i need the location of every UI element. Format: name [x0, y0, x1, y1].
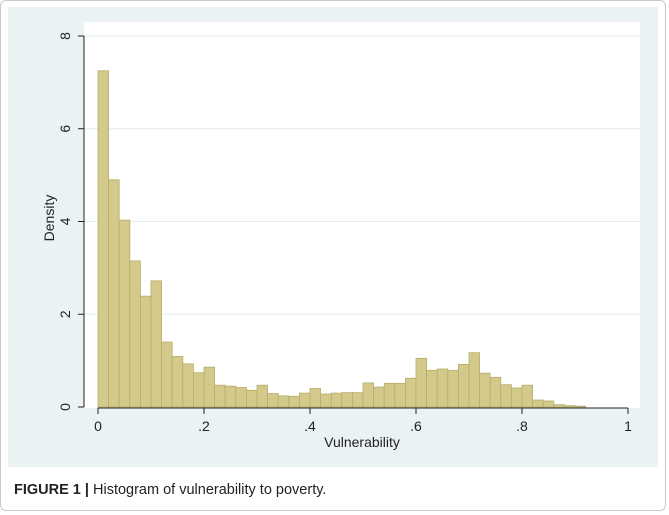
figure-caption-text: Histogram of vulnerability to poverty. — [88, 482, 327, 498]
histogram-bar — [394, 382, 406, 408]
histogram-bar — [404, 377, 417, 408]
histogram-bar — [489, 376, 502, 408]
histogram-bar — [150, 280, 163, 408]
histogram-bar — [447, 369, 459, 408]
x-tick-label: 1 — [624, 418, 632, 434]
histogram-bar — [267, 393, 279, 408]
histogram-bar — [108, 179, 120, 408]
histogram-bar — [415, 357, 428, 408]
histogram-bar — [330, 392, 343, 408]
plot-area — [84, 22, 640, 408]
histogram-bar — [129, 260, 141, 408]
histogram-bar — [468, 352, 481, 408]
histogram-bar — [383, 382, 396, 408]
histogram-bar — [553, 404, 565, 408]
histogram-bar — [288, 395, 300, 408]
histogram-bar — [479, 372, 491, 408]
histogram-bar — [97, 70, 110, 408]
histogram-bar — [341, 392, 353, 408]
histogram-bar — [161, 341, 173, 408]
x-tick-label: .8 — [516, 418, 528, 434]
histogram-bar — [203, 366, 216, 408]
histogram-bar — [510, 387, 523, 408]
histogram-bar — [457, 363, 470, 408]
x-tick-label: .4 — [304, 418, 316, 434]
histogram-bar — [277, 395, 290, 408]
y-tick-label: 8 — [57, 32, 73, 40]
histogram-bar — [320, 393, 332, 408]
histogram-bar — [235, 387, 247, 408]
y-tick-label: 0 — [57, 403, 73, 411]
histogram-bar — [182, 363, 194, 408]
histogram-bars — [97, 70, 587, 408]
histogram-bar — [574, 405, 587, 408]
y-axis: 0 2 4 6 8 — [57, 32, 85, 411]
x-axis-label: Vulnerability — [324, 434, 400, 450]
histogram-bar — [542, 400, 555, 408]
x-axis: 0 .2 .4 .6 .8 1 — [94, 407, 632, 434]
histogram-bar — [214, 384, 226, 408]
histogram-bar — [118, 219, 131, 408]
histogram-bar — [362, 382, 375, 408]
histogram-bar — [564, 405, 576, 408]
figure-caption: FIGURE 1 | Histogram of vulnerability to… — [14, 482, 326, 498]
x-tick-label: .6 — [410, 418, 422, 434]
y-tick-label: 4 — [57, 217, 73, 225]
histogram-bar — [245, 389, 258, 408]
grid-lines — [84, 35, 640, 315]
y-tick-label: 6 — [57, 125, 73, 133]
histogram-bar — [171, 356, 184, 408]
y-tick-label: 2 — [57, 310, 73, 318]
figure-caption-label: FIGURE 1 | — [14, 482, 89, 498]
histogram-bar — [139, 295, 152, 408]
histogram-bar — [309, 388, 322, 408]
histogram-bar — [298, 392, 311, 408]
histogram-bar — [532, 399, 544, 408]
histogram-bar — [192, 372, 205, 408]
x-tick-label: 0 — [94, 418, 102, 434]
histogram-bar — [351, 392, 364, 408]
histogram-bar — [256, 384, 269, 408]
histogram-bar — [436, 368, 449, 408]
histogram-bar — [426, 369, 438, 408]
x-tick-label: .2 — [198, 418, 210, 434]
histogram-bar — [373, 386, 385, 408]
y-axis-label: Density — [41, 195, 57, 242]
histogram-bar — [224, 385, 237, 408]
histogram-bar — [500, 384, 512, 408]
histogram-bar — [521, 384, 534, 408]
